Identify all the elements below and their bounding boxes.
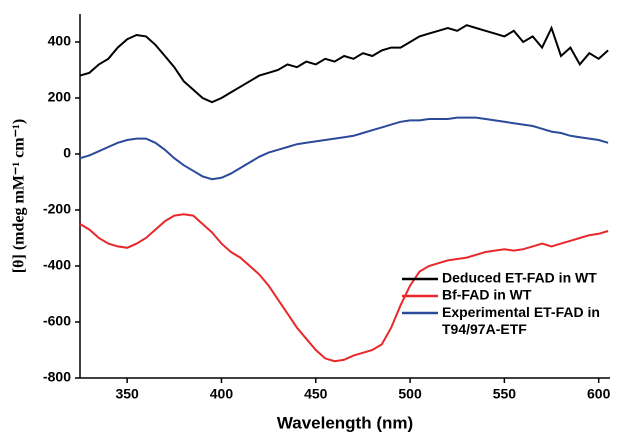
y-tick-label: 400 <box>48 33 72 49</box>
data-line <box>79 24 609 104</box>
y-tick-label: -600 <box>43 313 71 329</box>
x-tick-label: 450 <box>304 386 328 402</box>
data-line <box>79 213 609 363</box>
x-tick-label: 400 <box>210 386 234 402</box>
y-tick-label: 0 <box>63 145 71 161</box>
y-tick-label: -400 <box>43 257 71 273</box>
y-tick-label: -200 <box>43 201 71 217</box>
x-tick-label: 600 <box>587 386 611 402</box>
x-tick-label: 550 <box>493 386 517 402</box>
legend-label: Experimental ET-FAD in T94/97A-ETF <box>442 304 604 337</box>
legend-label: Bf-FAD in WT <box>442 287 532 303</box>
data-line <box>79 116 609 181</box>
legend-label: Deduced ET-FAD in WT <box>442 270 597 286</box>
x-axis-label: Wavelength (nm) <box>277 413 413 432</box>
x-tick-label: 350 <box>115 386 139 402</box>
y-axis-label: [θ] (mdeg mM⁻¹ cm⁻¹) <box>11 119 28 273</box>
x-tick-label: 500 <box>398 386 422 402</box>
y-tick-label: -800 <box>43 369 71 385</box>
y-tick-label: 200 <box>48 89 72 105</box>
